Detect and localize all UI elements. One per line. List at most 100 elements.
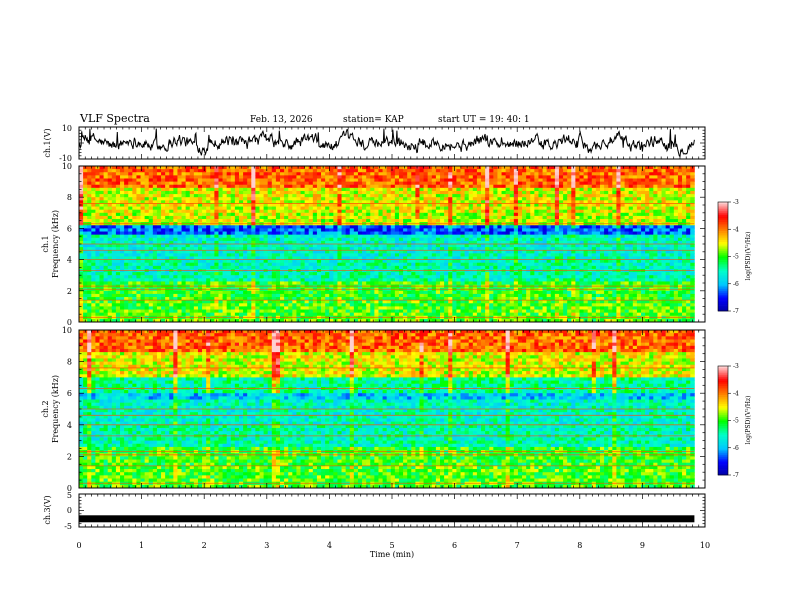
spectrogram-cell	[411, 300, 416, 304]
spectrogram-cell	[206, 240, 211, 245]
spectrogram-cell	[312, 272, 318, 276]
spectrogram-cell	[156, 225, 162, 229]
spectrogram-cell	[308, 172, 314, 176]
spectrogram-cell	[222, 169, 228, 173]
spectrogram-cell	[263, 231, 269, 236]
spectrogram-cell	[407, 278, 412, 282]
spectrogram-cell	[148, 203, 154, 207]
spectrogram-cell	[230, 206, 236, 211]
spectrogram-cell	[255, 172, 260, 176]
spectrogram-cell	[132, 215, 137, 220]
spectrogram-cell	[329, 219, 334, 223]
spectrogram-cell	[382, 175, 388, 179]
spectrogram-cell	[161, 281, 166, 285]
spectrogram-cell	[275, 297, 281, 301]
spectrogram-cell	[103, 309, 109, 314]
spectrogram-cell	[210, 318, 215, 323]
spectrogram-cell	[259, 190, 265, 195]
spectrogram-cell	[440, 178, 445, 182]
spectrogram-cell	[115, 219, 121, 223]
spectrogram-cell	[136, 169, 141, 173]
spectrogram-cell	[329, 250, 334, 254]
spectrogram-cell	[87, 262, 92, 267]
spectrogram-cell	[124, 272, 129, 276]
spectrogram-cell	[140, 306, 146, 310]
spectrogram-cell	[173, 290, 178, 295]
spectrogram-cell	[440, 262, 445, 267]
spectrogram-cell	[300, 175, 306, 179]
spectrogram-cell	[197, 297, 203, 301]
spectrogram-cell	[161, 190, 166, 195]
spectrogram-cell	[296, 203, 301, 207]
spectrogram-cell	[238, 203, 244, 207]
spectrogram-cell	[419, 312, 424, 317]
spectrogram-cell	[444, 318, 449, 323]
spectrogram-cell	[234, 231, 240, 236]
spectrogram-cell	[415, 169, 420, 173]
spectrogram-cell	[115, 190, 121, 195]
spectrogram-cell	[185, 278, 191, 282]
spectrogram-cell	[308, 203, 314, 207]
spectrogram-cell	[374, 175, 379, 179]
spectrogram-cell	[136, 175, 141, 179]
spectrogram-cell	[165, 244, 170, 248]
spectrogram-cell	[341, 219, 347, 223]
spectrogram-cell	[329, 206, 334, 211]
spectrogram-cell	[189, 265, 195, 270]
spectrogram-cell	[230, 190, 236, 195]
spectrogram-cell	[247, 197, 252, 201]
spectrogram-cell	[124, 247, 129, 251]
spectrogram-cell	[210, 190, 215, 195]
spectrogram-cell	[284, 303, 289, 307]
spectrogram-cell	[423, 181, 429, 186]
spectrogram-cell	[247, 265, 252, 270]
spectrogram-cell	[91, 237, 96, 242]
spectrogram-cell	[214, 237, 219, 242]
spectrogram-cell	[165, 203, 170, 207]
spectrogram-cell	[124, 187, 129, 192]
spectrogram-cell	[165, 200, 170, 204]
spectrogram-cell	[161, 293, 166, 298]
spectrogram-cell	[296, 293, 301, 298]
spectrogram-cell	[374, 309, 379, 314]
spectrogram-cell	[124, 190, 129, 195]
spectrogram-cell	[263, 178, 269, 182]
spectrogram-cell	[444, 234, 449, 239]
spectrogram-cell	[247, 253, 252, 257]
spectrogram-cell	[378, 228, 383, 232]
spectrogram-cell	[115, 312, 121, 317]
spectrogram-cell	[440, 203, 445, 207]
spectrogram-cell	[132, 203, 137, 207]
spectrogram-cell	[460, 297, 466, 301]
spectrogram-cell	[464, 250, 470, 254]
spectrogram-cell	[99, 240, 105, 245]
spectrogram-cell	[263, 256, 269, 260]
spectrogram-cell	[234, 172, 240, 176]
spectrogram-cell	[181, 281, 187, 285]
spectrogram-cell	[238, 259, 244, 264]
spectrogram-cell	[316, 303, 322, 307]
spectrogram-cell	[452, 272, 457, 276]
spectrogram-cell	[440, 194, 445, 198]
spectrogram-cell	[247, 206, 252, 211]
spectrogram-cell	[218, 219, 223, 223]
spectrogram-cell	[288, 244, 293, 248]
spectrogram-cell	[214, 281, 219, 285]
spectrogram-cell	[308, 166, 314, 170]
spectrogram-cell	[115, 259, 121, 264]
spectrogram-cell	[95, 187, 100, 192]
spectrogram-cell	[366, 169, 371, 173]
spectrogram-cell	[91, 240, 96, 245]
spectrogram-cell	[300, 250, 306, 254]
spectrogram-cell	[353, 184, 359, 189]
spectrogram-cell	[460, 290, 466, 295]
spectrogram-cell	[296, 187, 301, 192]
spectrogram-cell	[403, 169, 408, 173]
spectrogram-cell	[144, 231, 150, 236]
spectrogram-cell	[124, 225, 129, 229]
spectrogram-cell	[431, 172, 437, 176]
spectrogram-cell	[280, 172, 285, 176]
spectrogram-cell	[95, 178, 100, 182]
spectrogram-cell	[210, 306, 215, 310]
spectrogram-cell	[362, 225, 367, 229]
